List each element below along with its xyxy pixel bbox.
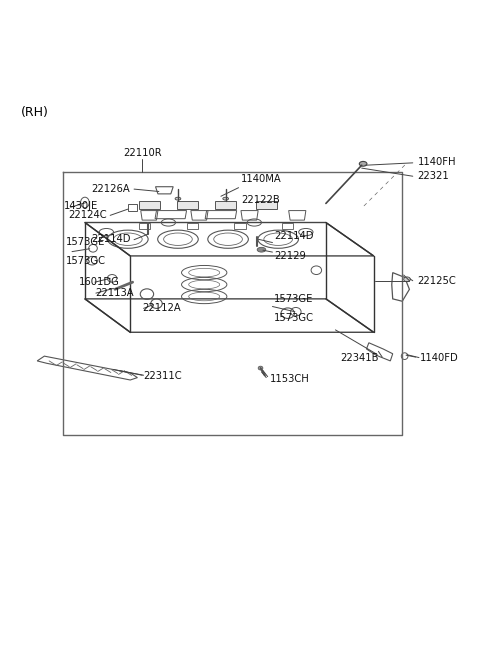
Text: 22114D: 22114D: [275, 231, 314, 240]
Ellipse shape: [175, 197, 181, 200]
Text: 1573GE: 1573GE: [66, 237, 105, 248]
Text: 22110R: 22110R: [123, 147, 161, 158]
Text: 22125C: 22125C: [418, 276, 456, 286]
Text: 1430JE: 1430JE: [63, 201, 97, 212]
Text: 22124C: 22124C: [69, 210, 108, 220]
Ellipse shape: [257, 248, 266, 252]
Text: 22126A: 22126A: [92, 184, 130, 194]
FancyBboxPatch shape: [256, 200, 277, 209]
Text: 22113A: 22113A: [95, 288, 133, 298]
Text: 22341B: 22341B: [340, 352, 378, 363]
FancyBboxPatch shape: [177, 200, 198, 209]
Text: 1140MA: 1140MA: [241, 174, 282, 184]
Text: 22311C: 22311C: [144, 371, 182, 381]
Ellipse shape: [223, 197, 228, 200]
Text: 22122B: 22122B: [241, 195, 280, 205]
Text: (RH): (RH): [21, 105, 48, 119]
Text: 22112A: 22112A: [142, 303, 181, 313]
FancyBboxPatch shape: [139, 200, 160, 209]
Text: 22129: 22129: [275, 251, 306, 261]
Text: 22114D: 22114D: [92, 234, 131, 244]
Text: 1153CH: 1153CH: [270, 373, 309, 384]
Text: 22321: 22321: [418, 171, 449, 181]
Text: 1140FH: 1140FH: [418, 157, 456, 167]
Ellipse shape: [360, 161, 367, 166]
Text: 1573GC: 1573GC: [275, 313, 314, 323]
Text: 1140FD: 1140FD: [420, 352, 459, 363]
Text: 1573GE: 1573GE: [275, 293, 314, 304]
Ellipse shape: [404, 277, 410, 282]
Text: 1573GC: 1573GC: [66, 256, 106, 266]
Ellipse shape: [258, 366, 263, 370]
Text: 1601DG: 1601DG: [79, 277, 120, 287]
FancyBboxPatch shape: [215, 200, 236, 209]
